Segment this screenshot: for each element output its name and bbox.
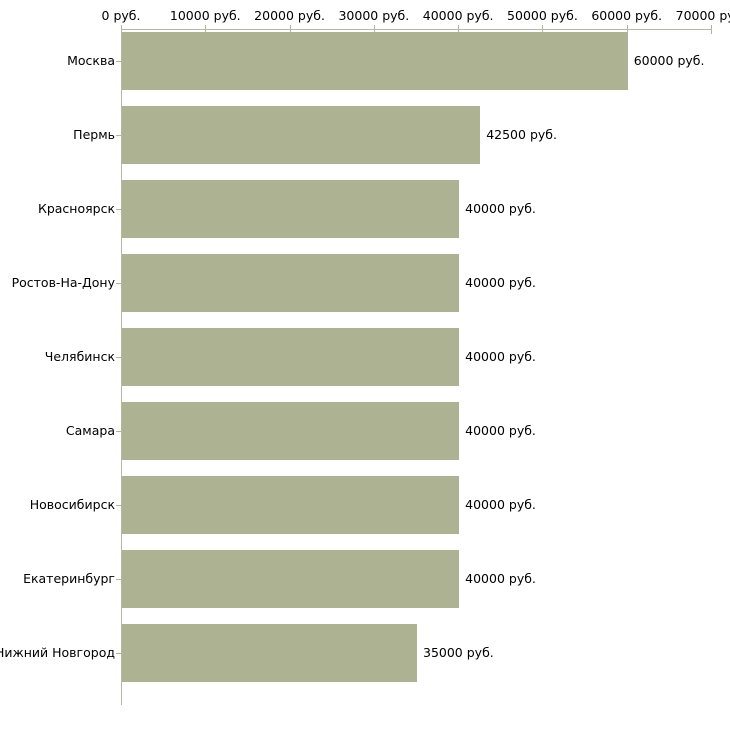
- y-axis-tick: [116, 357, 121, 358]
- y-axis-tick: [116, 209, 121, 210]
- x-axis-tick: [121, 25, 122, 34]
- x-axis-tick-label: 70000 руб.: [675, 8, 730, 23]
- category-label: Красноярск: [37, 201, 115, 216]
- y-axis-tick: [116, 135, 121, 136]
- bar[interactable]: [122, 32, 628, 90]
- bar-value-label: 40000 руб.: [465, 571, 536, 586]
- y-axis-tick: [116, 431, 121, 432]
- y-axis-tick: [116, 579, 121, 580]
- category-label: Екатеринбург: [23, 571, 115, 586]
- x-axis-tick-label: 20000 руб.: [254, 8, 325, 23]
- y-axis-line: [121, 30, 122, 705]
- x-axis-tick: [711, 25, 712, 34]
- bar-value-label: 40000 руб.: [465, 497, 536, 512]
- x-axis-tick: [458, 25, 460, 34]
- bar[interactable]: [122, 180, 460, 238]
- x-axis-tick-label: 40000 руб.: [422, 8, 494, 23]
- bar-value-label: 40000 руб.: [465, 275, 536, 290]
- category-label: Москва: [67, 53, 115, 68]
- y-axis-tick: [116, 61, 121, 62]
- x-axis-tick: [542, 25, 544, 34]
- category-label: Нижний Новгород: [0, 645, 115, 660]
- bar-value-label: 40000 руб.: [465, 423, 536, 438]
- x-axis-line: [121, 29, 711, 30]
- bar-value-label: 60000 руб.: [633, 53, 705, 68]
- x-axis-tick-label: 60000 руб.: [591, 8, 663, 23]
- bar[interactable]: [122, 254, 460, 312]
- bar-value-label: 35000 руб.: [423, 645, 494, 660]
- y-axis-tick: [116, 505, 121, 506]
- x-axis-tick: [626, 25, 628, 34]
- x-axis-tick: [205, 25, 207, 34]
- bar[interactable]: [122, 550, 460, 608]
- x-axis-tick-label: 50000 руб.: [507, 8, 578, 23]
- x-axis-tick-label: 10000 руб.: [169, 8, 241, 23]
- bar[interactable]: [122, 328, 460, 386]
- bar-value-label: 40000 руб.: [465, 201, 536, 216]
- x-axis-tick-label: 0 руб.: [101, 8, 141, 23]
- x-axis-tick: [289, 25, 291, 34]
- bar[interactable]: [122, 106, 481, 164]
- x-axis-tick-label: 30000 руб.: [338, 8, 410, 23]
- category-label: Пермь: [73, 127, 115, 142]
- bar[interactable]: [122, 402, 460, 460]
- y-axis-tick: [116, 653, 121, 654]
- category-label: Новосибирск: [29, 497, 115, 512]
- category-label: Самара: [65, 423, 115, 438]
- x-axis-tick: [373, 25, 375, 34]
- bar-value-label: 42500 руб.: [486, 127, 557, 142]
- category-label: Челябинск: [44, 349, 115, 364]
- category-label: Ростов-На-Дону: [11, 275, 115, 290]
- y-axis-tick: [116, 283, 121, 284]
- bar[interactable]: [122, 624, 417, 682]
- bar-value-label: 40000 руб.: [465, 349, 536, 364]
- bar[interactable]: [122, 476, 460, 534]
